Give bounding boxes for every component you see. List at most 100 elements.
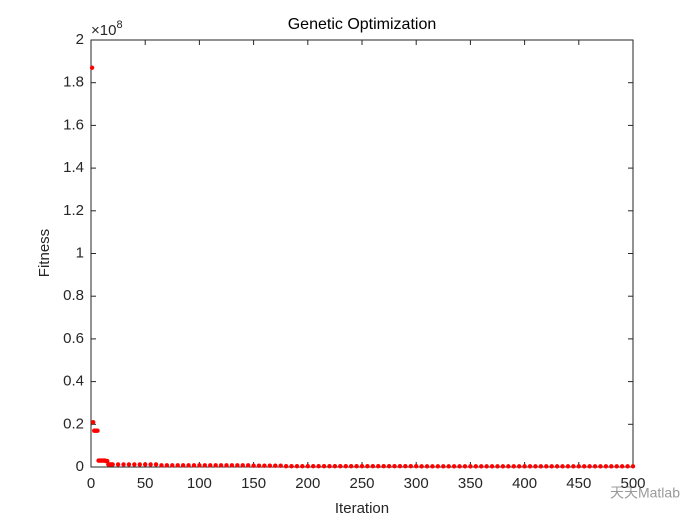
point — [289, 463, 294, 469]
multiplier-exponent: 8 — [116, 19, 122, 31]
point — [137, 462, 142, 467]
point — [213, 463, 218, 468]
point — [283, 463, 289, 469]
point — [251, 463, 256, 468]
point — [614, 464, 619, 469]
y-axis-label: Fitness — [36, 229, 53, 277]
point — [630, 464, 636, 469]
x-tick-label: 450 — [566, 475, 591, 492]
point — [143, 462, 148, 467]
point — [332, 463, 338, 469]
point — [479, 464, 484, 469]
point — [619, 464, 625, 469]
y-tick-label: 1.6 — [63, 116, 84, 133]
y-tick-label: 1.8 — [63, 74, 84, 91]
point — [527, 464, 533, 469]
point — [327, 463, 332, 469]
point — [89, 65, 95, 70]
point — [625, 464, 630, 469]
point — [267, 463, 273, 468]
point — [565, 464, 571, 469]
point — [571, 464, 576, 469]
point — [354, 463, 359, 469]
point — [376, 463, 381, 469]
point — [316, 463, 321, 469]
watermark: 天天Matlab — [610, 485, 680, 501]
x-tick-label: 50 — [137, 475, 154, 492]
point — [419, 464, 424, 469]
point — [256, 463, 262, 468]
x-tick-label: 0 — [87, 475, 95, 492]
point — [164, 463, 170, 468]
point — [235, 463, 240, 468]
point — [153, 462, 159, 467]
point — [121, 462, 126, 467]
point — [126, 462, 132, 467]
point — [245, 463, 251, 468]
point — [500, 464, 506, 469]
point — [554, 464, 560, 469]
point — [424, 464, 430, 469]
y-tick-label: 0.2 — [63, 415, 84, 432]
y-tick-label: 1.4 — [63, 159, 84, 176]
point — [159, 463, 164, 468]
point — [408, 463, 413, 469]
point — [359, 463, 365, 469]
point — [191, 463, 197, 468]
point — [560, 464, 565, 469]
point — [392, 463, 397, 469]
point — [294, 463, 300, 469]
point — [544, 464, 549, 469]
point — [516, 464, 522, 469]
point — [180, 463, 186, 468]
plot-box — [90, 39, 634, 468]
point — [197, 463, 202, 468]
x-tick-label: 300 — [404, 475, 429, 492]
point — [587, 464, 592, 469]
point — [321, 463, 327, 469]
point — [506, 464, 511, 469]
point — [305, 463, 310, 469]
x-tick-label: 200 — [295, 475, 320, 492]
y-tick-label: 2 — [76, 31, 84, 48]
point — [370, 463, 376, 469]
point — [522, 464, 527, 469]
chart-title: Genetic Optimization — [288, 16, 437, 33]
point — [229, 463, 235, 468]
x-tick-label: 350 — [458, 475, 483, 492]
point — [202, 463, 208, 468]
point — [278, 463, 283, 468]
point — [224, 463, 229, 468]
x-tick-label: 100 — [187, 475, 212, 492]
point — [311, 463, 316, 469]
point — [397, 463, 403, 469]
x-axis-label: Iteration — [335, 500, 389, 517]
point — [175, 463, 180, 468]
point — [300, 463, 305, 469]
point — [338, 463, 343, 469]
point — [110, 462, 115, 467]
y-tick-label: 1.2 — [63, 202, 84, 219]
point — [435, 464, 441, 469]
point — [218, 463, 224, 468]
point — [348, 463, 354, 469]
point — [495, 464, 500, 469]
point — [451, 464, 457, 469]
y-multiplier: ×108 — [91, 19, 123, 39]
point — [582, 464, 587, 469]
point — [365, 463, 370, 469]
multiplier-base: ×10 — [91, 22, 116, 39]
y-tick-label: 0.4 — [63, 373, 84, 390]
point — [468, 464, 473, 469]
point — [132, 462, 137, 467]
point — [538, 464, 544, 469]
point — [262, 463, 267, 468]
point — [462, 464, 468, 469]
x-tick-label: 250 — [349, 475, 374, 492]
point — [105, 458, 110, 464]
point — [603, 464, 609, 469]
y-tick-label: 1 — [76, 244, 84, 261]
point — [273, 463, 278, 468]
y-tick-label: 0.6 — [63, 330, 84, 347]
